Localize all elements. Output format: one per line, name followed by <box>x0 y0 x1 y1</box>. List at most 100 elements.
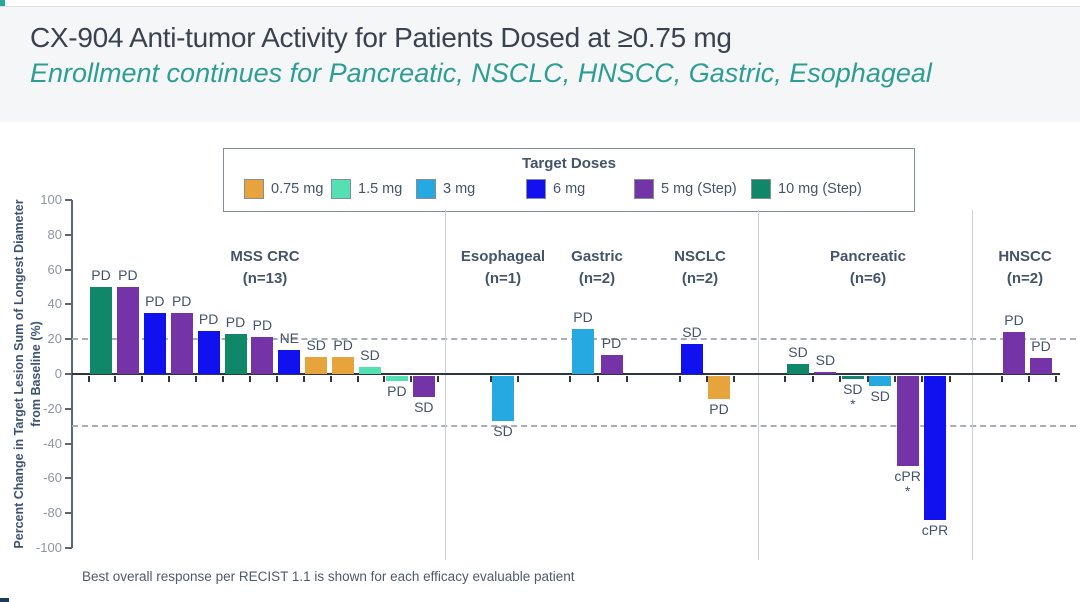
bar <box>224 333 247 374</box>
x-axis-tick <box>867 376 869 382</box>
bar <box>708 376 730 399</box>
bar-response-label: PD <box>709 400 729 417</box>
bar-response-label: SD * <box>831 382 875 412</box>
x-axis-tick <box>330 376 332 382</box>
y-axis-tick <box>65 407 72 410</box>
y-axis-tick-label: -100 <box>35 540 62 555</box>
x-axis-tick <box>168 376 170 382</box>
bar-response-label: SD <box>306 336 326 353</box>
bar <box>814 372 837 374</box>
y-axis-tick-label: -60 <box>43 470 62 486</box>
x-axis-tick <box>1001 376 1003 382</box>
y-axis-tick <box>65 477 72 480</box>
bar-response-label: PD <box>601 334 622 351</box>
x-axis-tick <box>410 376 412 382</box>
x-axis-tick <box>679 376 681 382</box>
group-header: Gastric (n=2) <box>571 246 623 290</box>
y-axis-tick <box>65 338 72 341</box>
slide-title: CX-904 Anti-tumor Activity for Patients … <box>30 22 732 53</box>
bar-response-label: SD <box>493 423 513 440</box>
y-axis-tick-label: 60 <box>47 261 62 277</box>
slide-accent-bottom-left <box>0 598 9 602</box>
legend-swatch <box>416 179 436 199</box>
group-name: HNSCC <box>998 248 1052 265</box>
legend-item-label: 1.5 mg <box>358 181 403 197</box>
y-axis-tick-label: -80 <box>43 505 62 521</box>
group-name: Pancreatic <box>830 248 906 265</box>
group-name: MSS CRC <box>230 248 300 265</box>
x-axis-tick <box>88 376 90 382</box>
bar <box>332 356 355 374</box>
bar-response-label: cPR * <box>886 469 930 499</box>
group-name: Gastric <box>571 248 623 265</box>
group-header: Esophageal (n=1) <box>461 246 545 290</box>
group-count: (n=2) <box>578 270 616 287</box>
x-axis-tick <box>357 376 359 382</box>
bar-response-label: PD <box>333 336 353 353</box>
bar-response-label: PD <box>1031 338 1051 355</box>
x-axis-tick <box>517 376 519 382</box>
bar <box>251 337 274 374</box>
bar <box>197 330 220 374</box>
bar-response-label: PD <box>225 313 246 330</box>
x-axis-tick <box>222 376 224 382</box>
y-axis-tick-label: -40 <box>43 435 62 451</box>
legend-item-label: 10 mg (Step) <box>778 181 862 197</box>
bar <box>924 376 946 521</box>
bar <box>90 287 112 374</box>
legend-title: Target Doses <box>522 155 616 172</box>
y-axis-tick <box>65 547 72 549</box>
bar <box>385 376 408 382</box>
bar-response-label: PD <box>1004 312 1024 329</box>
y-axis-tick-label: 20 <box>47 331 62 347</box>
y-axis-tick <box>65 233 72 236</box>
bar <box>492 376 514 422</box>
y-axis-tick <box>65 303 72 306</box>
bar-response-label: SD <box>788 343 808 360</box>
bar <box>278 349 301 374</box>
group-header: MSS CRC (n=13) <box>230 246 299 290</box>
group-separator <box>972 210 973 560</box>
bar <box>681 344 703 374</box>
legend-item-label: 5 mg (Step) <box>661 181 737 197</box>
legend-swatch <box>526 179 546 199</box>
bar-response-label: PD <box>252 317 273 334</box>
y-axis-tick <box>65 512 72 515</box>
x-axis-tick <box>114 376 116 382</box>
bar <box>572 328 594 374</box>
y-axis-tick-label: 100 <box>40 192 62 207</box>
group-separator <box>758 210 759 560</box>
group-count: (n=1) <box>484 270 522 287</box>
x-axis-tick <box>597 376 599 382</box>
group-header: NSCLC (n=2) <box>674 246 726 290</box>
footnote: Best overall response per RECIST 1.1 is … <box>82 569 575 584</box>
bar-response-label: SD <box>360 347 380 364</box>
header-divider-line <box>0 6 1080 7</box>
bar-response-label: SD <box>870 388 890 405</box>
bar <box>305 356 328 374</box>
x-axis-tick <box>383 376 385 382</box>
x-axis-tick <box>784 376 786 382</box>
x-axis-tick <box>1055 376 1057 382</box>
y-axis-tick-label: 40 <box>47 296 62 312</box>
x-axis-tick <box>733 376 735 382</box>
legend-box: Target Doses 0.75 mg 1.5 mg 3 mg 6 mg 5 mg (… <box>223 148 915 212</box>
bar <box>896 376 919 467</box>
bar <box>359 367 381 374</box>
x-axis-tick <box>303 376 305 382</box>
bar <box>1003 332 1025 374</box>
y-axis-tick-label: 80 <box>47 226 62 242</box>
header-band <box>0 7 1080 122</box>
bar-response-label: cPR <box>921 522 949 539</box>
bar <box>170 313 193 374</box>
x-axis-tick <box>276 376 278 382</box>
bar-response-label: PD <box>198 310 219 327</box>
bar-response-label: PD <box>387 383 407 400</box>
y-axis-tick <box>65 373 72 375</box>
group-name: Esophageal <box>460 248 546 265</box>
legend-swatch <box>751 179 771 199</box>
reference-line <box>72 425 1076 428</box>
legend-item-label: 3 mg <box>443 181 476 197</box>
slide-subtitle: Enrollment continues for Pancreatic, NSC… <box>30 58 932 88</box>
x-axis-tick <box>195 376 197 382</box>
